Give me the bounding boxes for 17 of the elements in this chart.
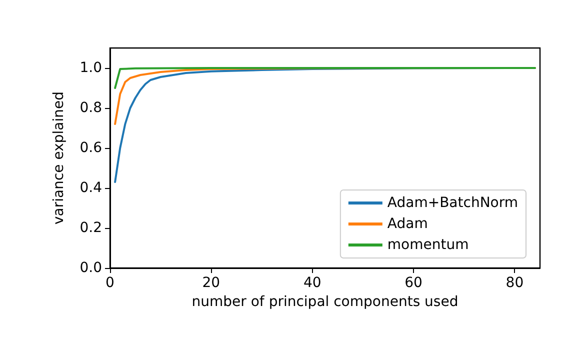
x-tick-label: 20 [202, 275, 220, 291]
y-tick-label: 0.0 [80, 260, 102, 276]
line-series [114, 67, 536, 89]
y-tick-label: 0.6 [80, 140, 102, 156]
y-tick-label: 0.4 [80, 180, 102, 196]
y-axis-title: variance explained [51, 92, 67, 224]
y-tick-label: 0.2 [80, 220, 102, 236]
y-tick-label: 0.8 [80, 100, 102, 116]
legend-label: Adam+BatchNorm [387, 195, 518, 211]
x-tick-label: 0 [106, 275, 114, 291]
x-tick-label: 80 [506, 275, 524, 291]
legend-label: Adam [387, 216, 428, 232]
x-axis-title: number of principal components used [192, 294, 458, 310]
legend-label: momentum [387, 237, 469, 253]
x-tick-label: 40 [303, 275, 322, 291]
y-tick-label: 1.0 [80, 60, 102, 76]
x-tick-label: 60 [404, 275, 422, 291]
